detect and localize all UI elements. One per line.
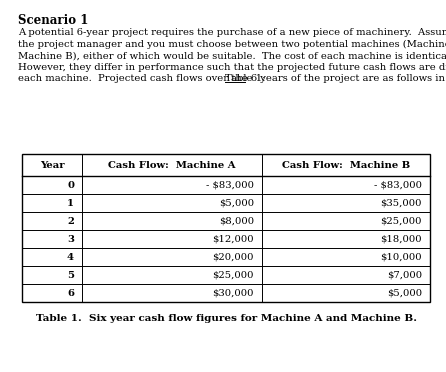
Text: $12,000: $12,000 [212, 234, 254, 244]
Text: A potential 6-year project requires the purchase of a new piece of machinery.  A: A potential 6-year project requires the … [18, 28, 446, 37]
Text: Table 1:: Table 1: [225, 74, 266, 83]
Text: $10,000: $10,000 [380, 253, 422, 262]
Text: $25,000: $25,000 [212, 270, 254, 279]
Text: $5,000: $5,000 [387, 289, 422, 298]
Text: Cash Flow:  Machine B: Cash Flow: Machine B [282, 160, 410, 170]
Text: $30,000: $30,000 [212, 289, 254, 298]
Text: 5: 5 [67, 270, 74, 279]
Text: 4: 4 [67, 253, 74, 262]
Text: 0: 0 [67, 180, 74, 189]
Text: Year: Year [40, 160, 64, 170]
Text: $35,000: $35,000 [380, 199, 422, 208]
Text: However, they differ in performance such that the projected future cash flows ar: However, they differ in performance such… [18, 62, 446, 71]
Text: each machine.  Projected cash flows over the 6 years of the project are as follo: each machine. Projected cash flows over … [18, 74, 446, 83]
Text: Cash Flow:  Machine A: Cash Flow: Machine A [108, 160, 236, 170]
Text: 1: 1 [67, 199, 74, 208]
Text: Scenario 1: Scenario 1 [18, 14, 88, 27]
Text: $5,000: $5,000 [219, 199, 254, 208]
Text: - $83,000: - $83,000 [374, 180, 422, 189]
Text: $20,000: $20,000 [212, 253, 254, 262]
Text: Table 1.  Six year cash flow figures for Machine A and Machine B.: Table 1. Six year cash flow figures for … [36, 314, 417, 323]
Text: $25,000: $25,000 [380, 217, 422, 225]
Text: $18,000: $18,000 [380, 234, 422, 244]
Text: 3: 3 [67, 234, 74, 244]
Text: Machine B), either of which would be suitable.  The cost of each machine is iden: Machine B), either of which would be sui… [18, 51, 446, 60]
Text: $8,000: $8,000 [219, 217, 254, 225]
Text: - $83,000: - $83,000 [206, 180, 254, 189]
Text: 2: 2 [67, 217, 74, 225]
Text: 6: 6 [67, 289, 74, 298]
Text: the project manager and you must choose between two potential machines (Machine : the project manager and you must choose … [18, 39, 446, 49]
Bar [22, 154, 430, 302]
Text: $7,000: $7,000 [387, 270, 422, 279]
